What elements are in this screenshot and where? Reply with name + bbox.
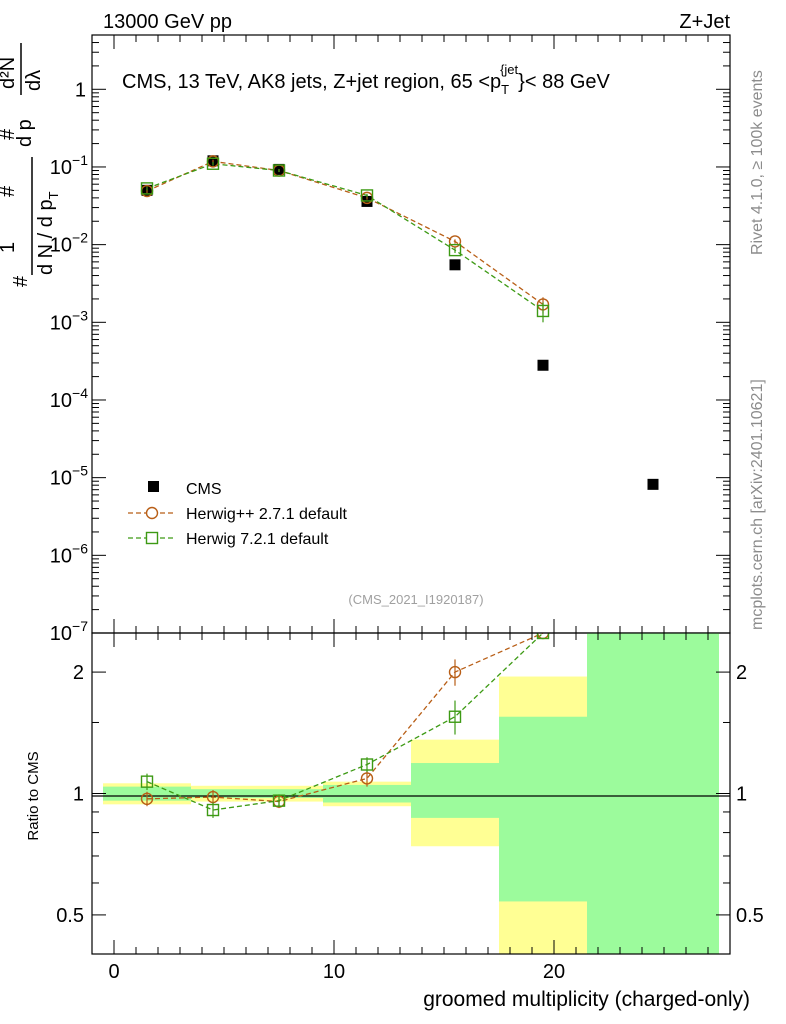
data-point-cms — [537, 359, 549, 371]
data-point-cms — [647, 478, 659, 490]
data-point-herwig7 — [448, 243, 462, 257]
svg-text:#: # — [10, 275, 32, 287]
main-axes: 10−7 10−6 10−5 10−4 10−3 10−2 10−1 1 — [50, 35, 731, 645]
ratio-point-herwig7 — [140, 775, 154, 788]
y-tick-label: 10−2 — [50, 230, 88, 257]
ratio-y-tick-label: 0.5 — [56, 905, 84, 927]
svg-text:1: 1 — [0, 242, 19, 253]
ratio-series-line-1 — [146, 633, 544, 811]
ratio-y-axis-label: Ratio to CMS — [25, 751, 42, 840]
legend: CMS Herwig++ 2.7.1 default Herwig 7.2.1 … — [128, 481, 348, 548]
data-point-herwig7 — [536, 304, 550, 318]
ratio-point-herwigpp — [140, 792, 154, 806]
data-point-herwigpp — [448, 235, 462, 248]
ratio-y-tick-label-right: 2 — [736, 662, 747, 684]
ratio-point-herwigpp — [448, 665, 462, 679]
band-green — [587, 633, 719, 954]
legend-herwig7-marker — [145, 531, 159, 545]
svg-text:d p: d p — [14, 119, 36, 147]
header-left: 13000 GeV pp — [103, 11, 232, 33]
data-point-cms — [449, 259, 461, 271]
ratio-axes: 0.5 0.51 12 20 10 20 — [56, 633, 764, 983]
rivet-version-label: Rivet 4.1.0, ≥ 100k events — [749, 70, 766, 255]
ratio-point-herwig7 — [206, 803, 220, 817]
legend-herwig7-label: Herwig 7.2.1 default — [186, 531, 329, 548]
legend-cms-marker — [148, 481, 159, 492]
ratio-point-herwig7 — [360, 758, 374, 771]
x-tick-label: 10 — [323, 961, 345, 983]
data-point-herwig7 — [140, 182, 154, 195]
analysis-id-annotation: (CMS_2021_I1920187) — [348, 592, 483, 607]
band-green — [411, 763, 499, 818]
main-title: CMS, 13 TeV, AK8 jets, Z+jet region, 65 … — [122, 62, 611, 97]
ratio-point-herwig7 — [448, 710, 462, 723]
ratio-series-line-0 — [146, 633, 544, 803]
ratio-y-tick-label: 1 — [73, 784, 84, 806]
svg-text:#: # — [0, 128, 19, 140]
ratio-point-herwig7 — [536, 633, 550, 640]
mcplots-label: mcplots.cern.ch [arXiv:2401.10621] — [749, 379, 766, 630]
y-tick-label: 1 — [75, 79, 86, 101]
y-tick-label: 10−4 — [50, 385, 88, 412]
ratio-plot-panel: 0.5 0.51 12 20 10 20 Ratio to CMS groomed mul… — [25, 632, 764, 1011]
header-right: Z+Jet — [679, 11, 730, 33]
svg-text:d²N: d²N — [0, 57, 19, 89]
main-y-axis-label: # 1 d N / d pT # d p d²N dλ # — [0, 43, 61, 287]
ratio-point-herwigpp — [360, 772, 374, 785]
series-line-2 — [146, 163, 544, 312]
svg-text:#: # — [0, 185, 19, 197]
y-tick-label: 10−1 — [50, 152, 88, 179]
data-point-herwig7 — [272, 164, 286, 177]
ratio-uncertainty-bands — [103, 633, 719, 954]
legend-herwigpp-label: Herwig++ 2.7.1 default — [186, 506, 348, 523]
y-tick-label: 10−5 — [50, 463, 88, 490]
ratio-y-tick-label-right: 0.5 — [736, 905, 764, 927]
ratio-series-group — [140, 633, 550, 818]
band-green — [191, 789, 323, 798]
ratio-y-tick-label-right: 1 — [736, 784, 747, 806]
ratio-point-herwig7 — [272, 794, 286, 807]
band-green — [323, 784, 411, 803]
series-line-1 — [146, 160, 544, 305]
main-plot-panel: 10−7 10−6 10−5 10−4 10−3 10−2 10−1 1 CMS, 13 Te… — [0, 34, 731, 645]
svg-text:dλ: dλ — [23, 70, 45, 91]
data-point-herwig7 — [206, 157, 220, 170]
legend-herwigpp-marker — [145, 506, 159, 520]
y-tick-label: 10−3 — [50, 307, 88, 334]
ratio-y-tick-label: 2 — [73, 662, 84, 684]
y-tick-label: 10−6 — [50, 540, 88, 567]
data-point-herwig7 — [360, 189, 374, 202]
band-green — [499, 716, 587, 902]
svg-text:d N / d pT: d N / d pT — [35, 191, 61, 275]
legend-cms-label: CMS — [186, 481, 222, 498]
x-tick-label: 20 — [543, 961, 565, 983]
x-axis-label: groomed multiplicity (charged-only) — [423, 988, 750, 1011]
x-tick-label: 0 — [108, 961, 119, 983]
main-series-group — [140, 155, 659, 490]
y-tick-label: 10−7 — [50, 618, 88, 645]
